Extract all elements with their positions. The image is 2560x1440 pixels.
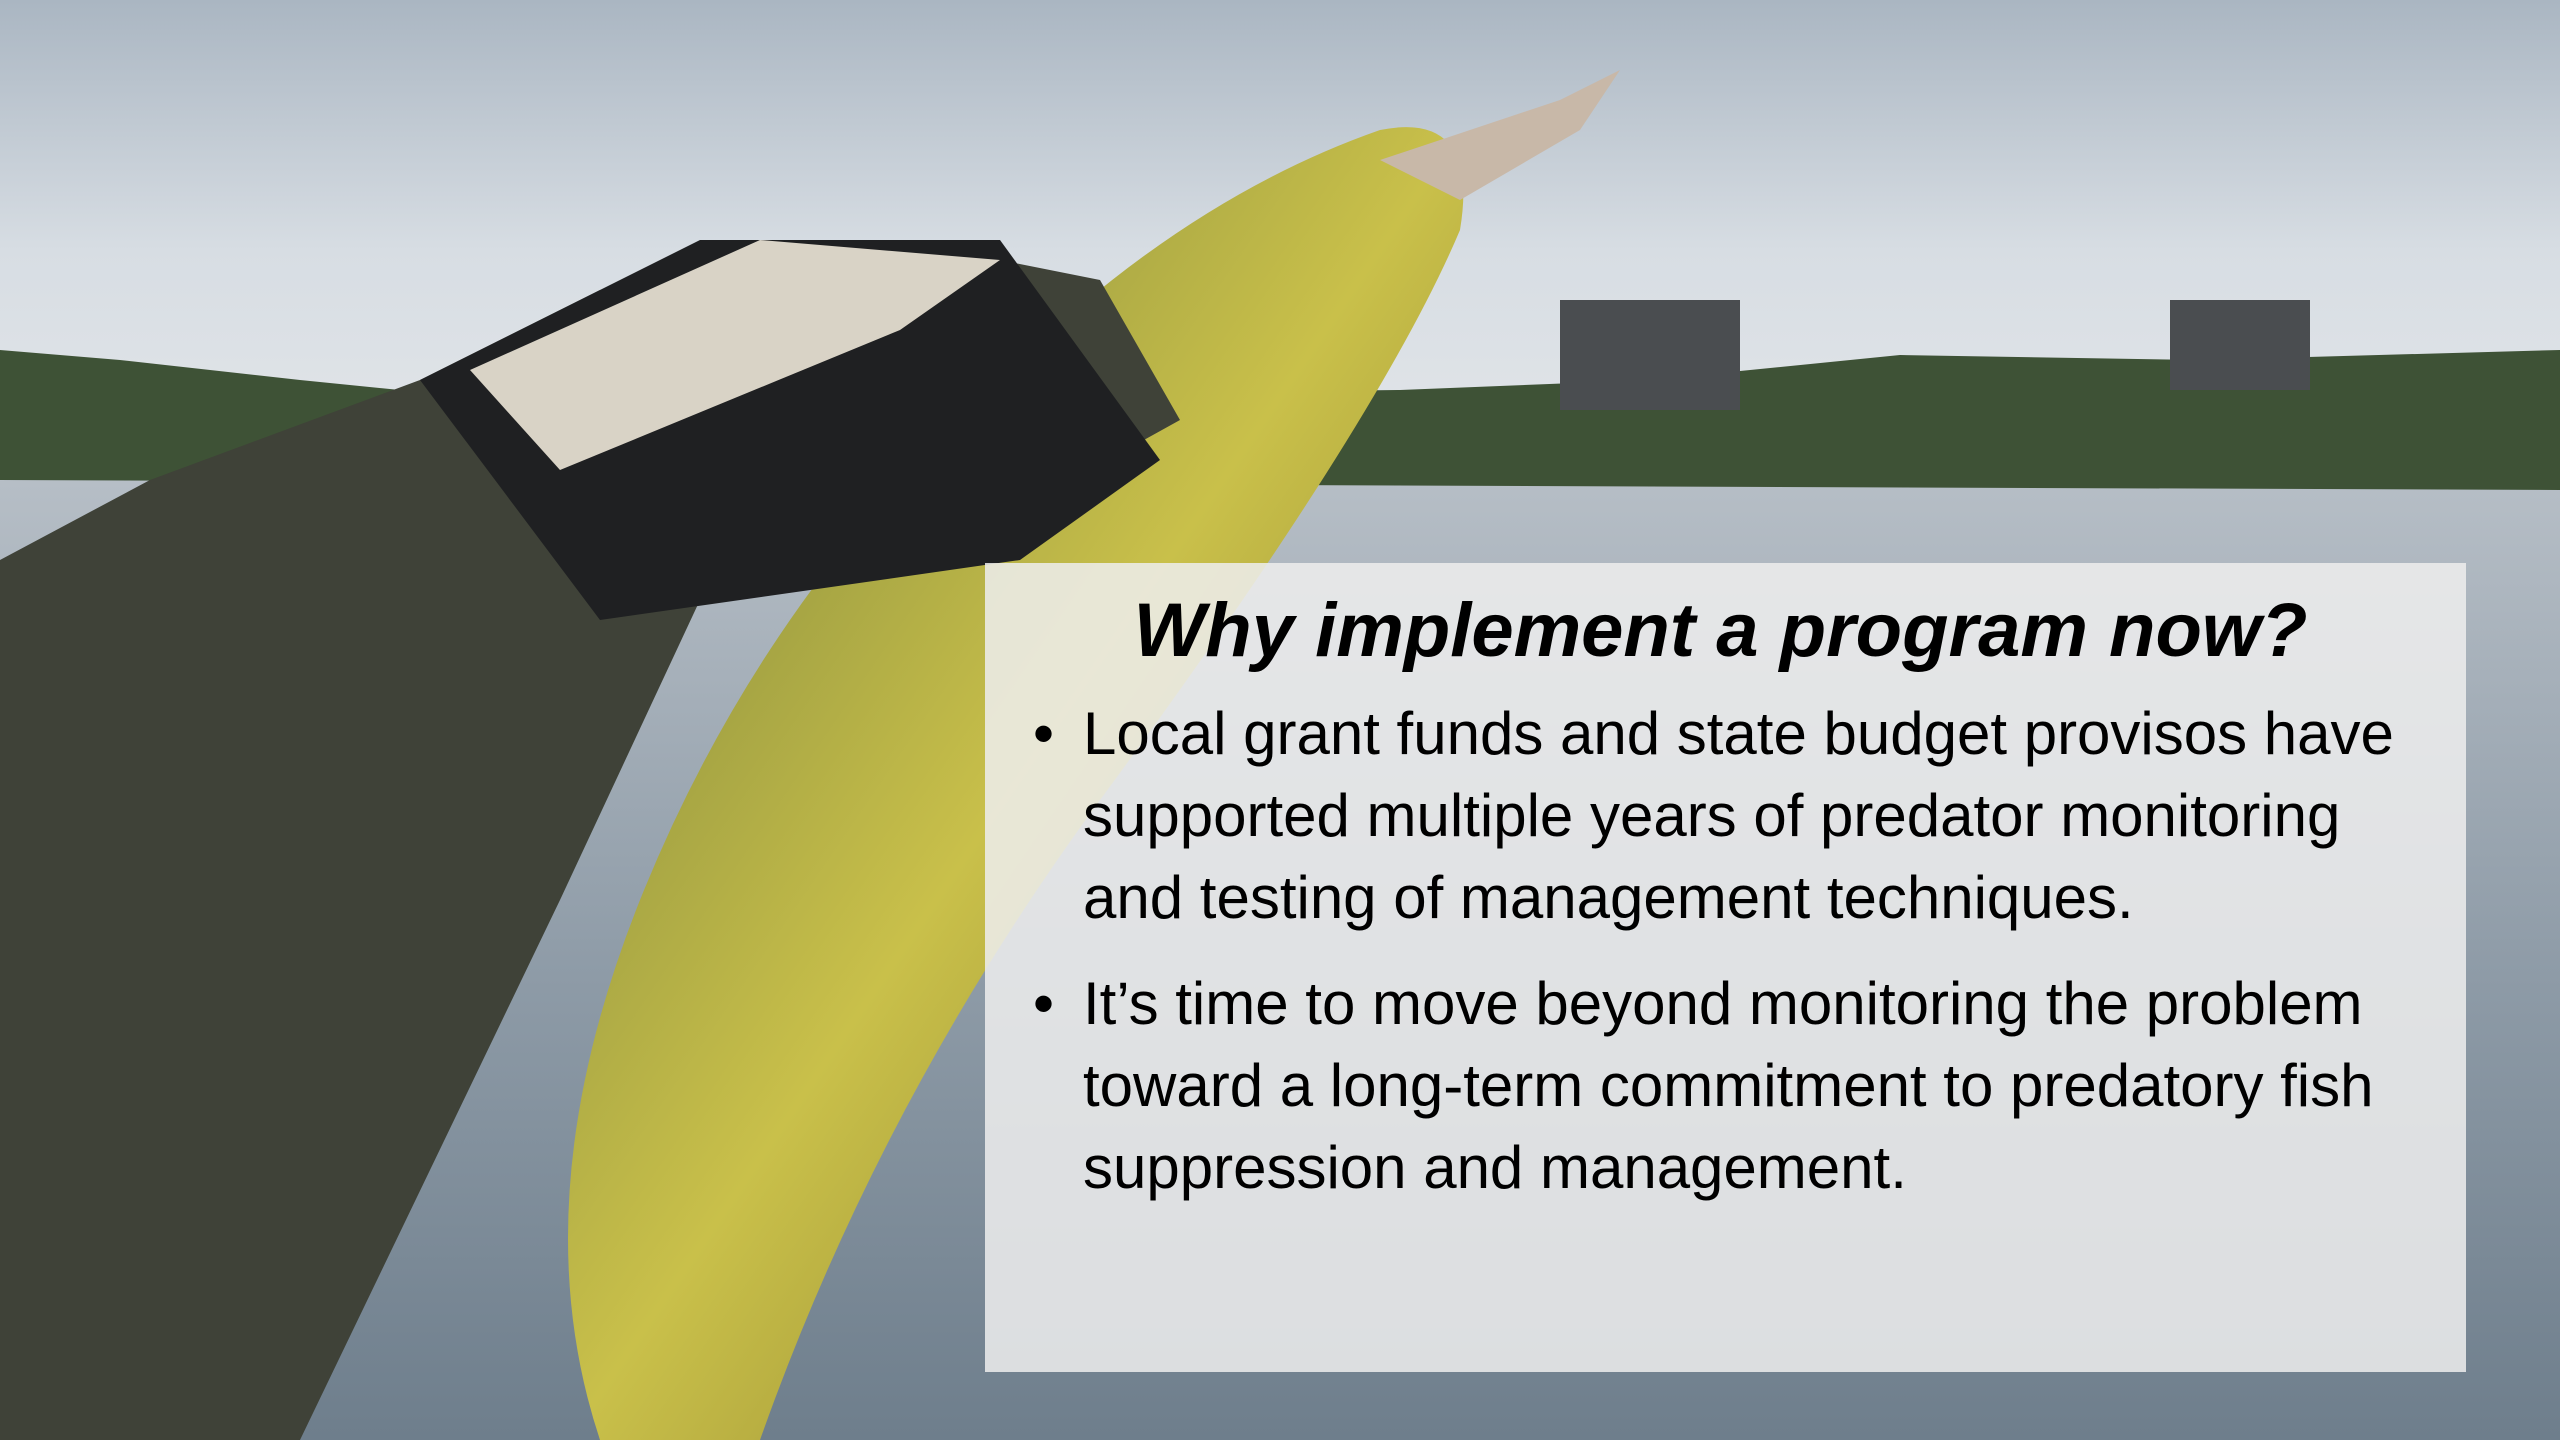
- bullet: It’s time to move beyond monitoring the …: [1015, 963, 2426, 1209]
- bullet: Local grant funds and state budget provi…: [1015, 693, 2426, 939]
- bullet-list: Local grant funds and state budget provi…: [1015, 693, 2426, 1209]
- slide-title: Why implement a program now?: [1015, 581, 2426, 681]
- slide: Why implement a program now? Local grant…: [0, 0, 2560, 1440]
- text-panel: Why implement a program now? Local grant…: [985, 563, 2466, 1372]
